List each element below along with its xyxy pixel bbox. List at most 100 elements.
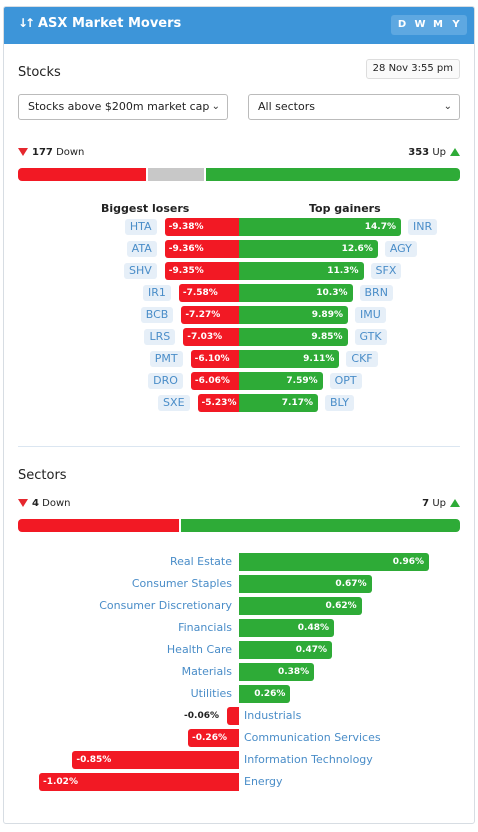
sector-link[interactable]: Industrials (244, 709, 302, 722)
loser-bar: -9.35% (164, 262, 239, 280)
sectors-section-title: Sectors (18, 468, 67, 483)
sector-link[interactable]: Information Technology (244, 753, 373, 766)
down-triangle-icon (18, 148, 28, 156)
loser-bar: -7.58% (178, 284, 239, 302)
ticker-link[interactable]: SXE (158, 395, 190, 411)
ticker-link[interactable]: IMU (354, 307, 386, 323)
breadth-down-segment (18, 519, 179, 532)
ticker-link[interactable]: ATA (126, 241, 157, 257)
sectors-up-label: Up (432, 498, 446, 509)
gainers-heading: Top gainers (309, 202, 381, 215)
stocks-breadth-bar (18, 168, 460, 181)
ticker-link[interactable]: SHV (124, 263, 157, 279)
stocks-up-label: Up (432, 147, 446, 158)
timestamp: 28 Nov 3:55 pm (365, 59, 460, 79)
card-header: ↓↑ ASX Market Movers D W M Y (4, 7, 474, 44)
sector-select[interactable]: All sectors ⌄ (248, 94, 460, 120)
sectors-down-label: Down (42, 498, 71, 509)
gainer-bar: 12.6% (239, 240, 378, 258)
period-day-button[interactable]: D (397, 19, 407, 30)
ticker-link[interactable]: IR1 (142, 285, 171, 301)
gainer-bar: 9.89% (239, 306, 348, 324)
stocks-down-count: 177 Down (18, 147, 84, 158)
gainer-bar: 7.17% (239, 394, 319, 412)
market-cap-select-value: Stocks above $200m market cap (28, 100, 210, 113)
loser-bar: -6.10% (190, 350, 239, 368)
chevron-down-icon: ⌄ (211, 101, 220, 112)
up-triangle-icon (450, 148, 460, 156)
ticker-link[interactable]: LRS (144, 329, 176, 345)
ticker-link[interactable]: BLY (325, 395, 354, 411)
up-triangle-icon (450, 499, 460, 507)
sector-link[interactable]: Health Care (166, 643, 232, 656)
sector-bar: -0.85% (72, 751, 239, 769)
sectors-down-count: 4 Down (18, 498, 71, 509)
section-divider (18, 446, 460, 447)
gainer-bar: 10.3% (239, 284, 353, 302)
ticker-link[interactable]: PMT (149, 351, 183, 367)
period-selector: D W M Y (391, 15, 467, 35)
sectors-up-number: 7 (422, 498, 430, 509)
down-triangle-icon (18, 499, 28, 507)
sector-bar: 0.96% (239, 553, 429, 571)
period-week-button[interactable]: W (414, 19, 426, 30)
market-movers-card: ↓↑ ASX Market Movers D W M Y Stocks 28 N… (3, 6, 475, 824)
breadth-unchanged-segment (146, 168, 205, 181)
ticker-link[interactable]: CKF (346, 351, 378, 367)
ticker-link[interactable]: DRO (148, 373, 183, 389)
sector-link[interactable]: Energy (244, 775, 283, 788)
gainer-bar: 11.3% (239, 262, 364, 280)
sector-bar: -0.26% (188, 729, 239, 747)
sector-link[interactable]: Utilities (190, 687, 232, 700)
ticker-link[interactable]: BCB (140, 307, 174, 323)
period-year-button[interactable]: Y (452, 19, 460, 30)
loser-bar: -7.03% (183, 328, 239, 346)
market-cap-select[interactable]: Stocks above $200m market cap ⌄ (18, 94, 228, 120)
stocks-section-title: Stocks (18, 65, 61, 80)
ticker-link[interactable]: AGY (384, 241, 417, 257)
breadth-up-segment (178, 519, 460, 532)
loser-bar: -9.38% (164, 218, 239, 236)
stocks-up-count: 353 Up (408, 147, 460, 158)
sector-bar: 0.38% (239, 663, 315, 681)
sector-bar: 0.26% (239, 685, 291, 703)
sector-bar (227, 707, 239, 725)
sector-bar: 0.47% (239, 641, 333, 659)
stocks-down-label: Down (56, 147, 85, 158)
ticker-link[interactable]: OPT (329, 373, 362, 389)
sector-select-value: All sectors (258, 100, 315, 113)
losers-heading: Biggest losers (101, 202, 190, 215)
gainer-bar: 14.7% (239, 218, 401, 236)
sector-link[interactable]: Real Estate (169, 555, 232, 568)
sort-arrows-icon: ↓↑ (18, 16, 35, 30)
gainer-bar: 9.11% (239, 350, 340, 368)
ticker-link[interactable]: SFX (370, 263, 402, 279)
sector-bar: 0.48% (239, 619, 334, 637)
sector-link[interactable]: Consumer Discretionary (99, 599, 232, 612)
stocks-down-number: 177 (32, 147, 53, 158)
sector-bar: 0.67% (239, 575, 372, 593)
sectors-down-number: 4 (32, 498, 39, 509)
loser-bar: -7.27% (181, 306, 239, 324)
sector-link[interactable]: Materials (181, 665, 232, 678)
gainer-bar: 7.59% (239, 372, 323, 390)
sector-link[interactable]: Communication Services (244, 731, 381, 744)
period-month-button[interactable]: M (433, 19, 443, 30)
sector-link[interactable]: Financials (178, 621, 232, 634)
ticker-link[interactable]: INR (408, 219, 438, 235)
ticker-link[interactable]: GTK (354, 329, 387, 345)
loser-bar: -9.36% (164, 240, 239, 258)
sector-value: -0.06% (184, 711, 219, 721)
chevron-down-icon: ⌄ (443, 101, 452, 112)
card-title: ASX Market Movers (38, 16, 182, 31)
ticker-link[interactable]: HTA (124, 219, 157, 235)
loser-bar: -6.06% (190, 372, 239, 390)
ticker-link[interactable]: BRN (359, 285, 393, 301)
sector-bar: -1.02% (39, 773, 239, 791)
breadth-down-segment (18, 168, 147, 181)
sectors-up-count: 7 Up (422, 498, 460, 509)
loser-bar: -5.23% (197, 394, 239, 412)
breadth-up-segment (204, 168, 460, 181)
sectors-breadth-bar (18, 519, 460, 532)
sector-link[interactable]: Consumer Staples (131, 577, 232, 590)
